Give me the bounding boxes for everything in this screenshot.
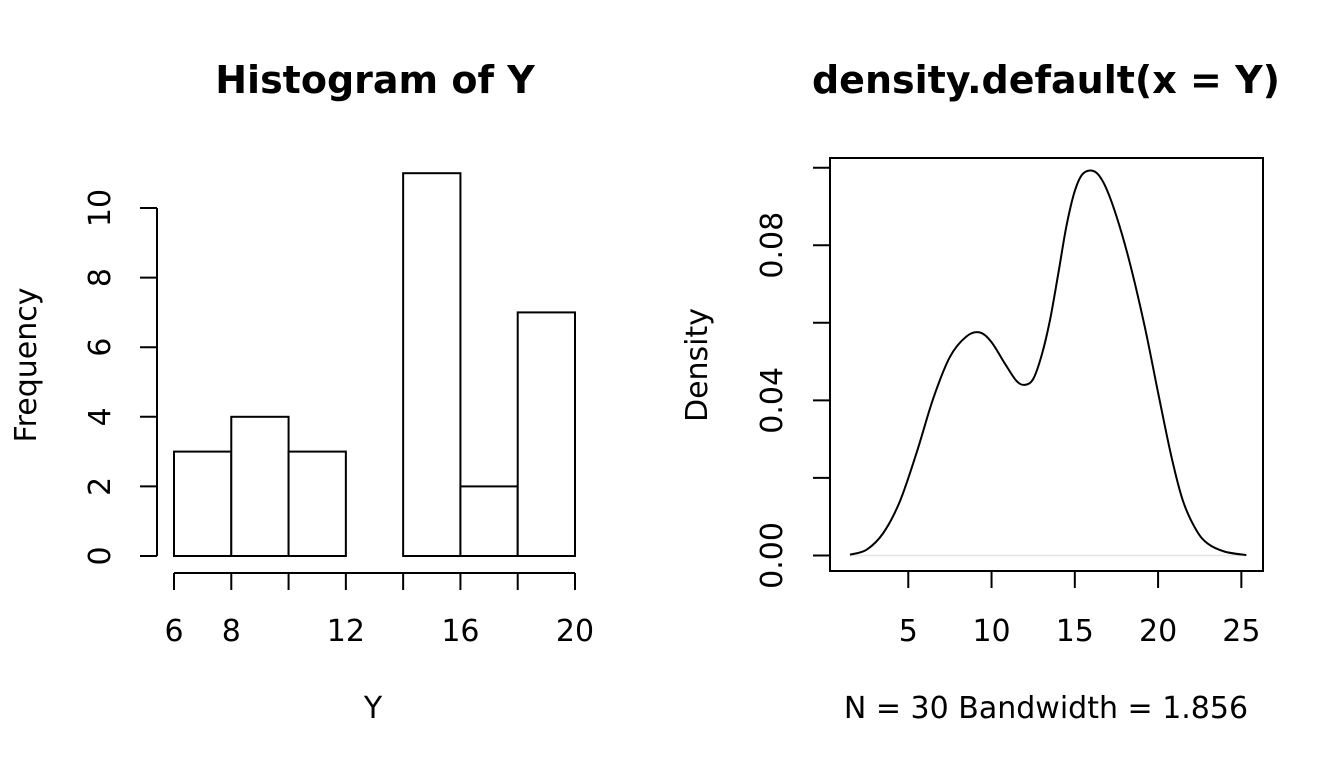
histogram-bar (402, 172, 462, 557)
histogram-y-tick-label: 2 (83, 477, 118, 496)
histogram-y-axis: 0 2 4 6 8 10 (83, 189, 158, 566)
histogram-bar (173, 450, 233, 558)
histogram-y-axis-label: Frequency (9, 288, 44, 443)
density-y-axis: 0.00 0.04 0.08 (755, 166, 830, 589)
density-x-axis-label: N = 30 Bandwidth = 1.856 (844, 691, 1248, 726)
density-x-axis: 5 10 15 20 25 (899, 571, 1260, 649)
histogram-y-tick-label: 10 (83, 189, 118, 227)
histogram-x-tick-label: 20 (556, 614, 594, 649)
density-x-tick-label: 20 (1139, 614, 1177, 649)
density-x-tick-label: 15 (1056, 614, 1094, 649)
histogram-bar (459, 485, 519, 557)
histogram-y-tick-label: 6 (83, 338, 118, 357)
density-title: density.default(x = Y) (812, 58, 1280, 102)
histogram-y-tick-label: 4 (83, 407, 118, 426)
density-y-axis-label: Density (680, 308, 715, 422)
histogram-x-tick-label: 6 (164, 614, 183, 649)
histogram-title: Histogram of Y (215, 58, 535, 102)
density-y-tick-label: 0.00 (755, 522, 790, 589)
density-x-tick-label: 5 (899, 614, 918, 649)
histogram-x-axis-label: Y (363, 691, 383, 726)
histogram-y-tick-label: 8 (83, 268, 118, 287)
histogram-bar (287, 450, 347, 558)
histogram-bar (230, 415, 290, 557)
histogram-bar (516, 311, 577, 557)
histogram-x-tick-label: 16 (441, 614, 479, 649)
density-curve (849, 169, 1247, 557)
histogram-x-axis: 6 8 12 16 20 (164, 572, 594, 649)
histogram-x-tick-label: 8 (222, 614, 241, 649)
density-x-tick-label: 10 (972, 614, 1010, 649)
density-x-tick-label: 25 (1222, 614, 1260, 649)
density-plot-box (829, 157, 1264, 572)
histogram-panel: Histogram of Y Y Frequency 6 8 12 16 20 0 2 4 6… (9, 58, 594, 726)
histogram-y-tick-label: 0 (83, 546, 118, 565)
density-y-tick-label: 0.08 (755, 212, 790, 279)
density-lines (849, 169, 1247, 557)
histogram-x-tick-label: 12 (327, 614, 365, 649)
histogram-bars (173, 172, 577, 558)
density-y-tick-label: 0.04 (755, 367, 790, 434)
density-panel: density.default(x = Y) N = 30 Bandwidth … (680, 58, 1280, 726)
